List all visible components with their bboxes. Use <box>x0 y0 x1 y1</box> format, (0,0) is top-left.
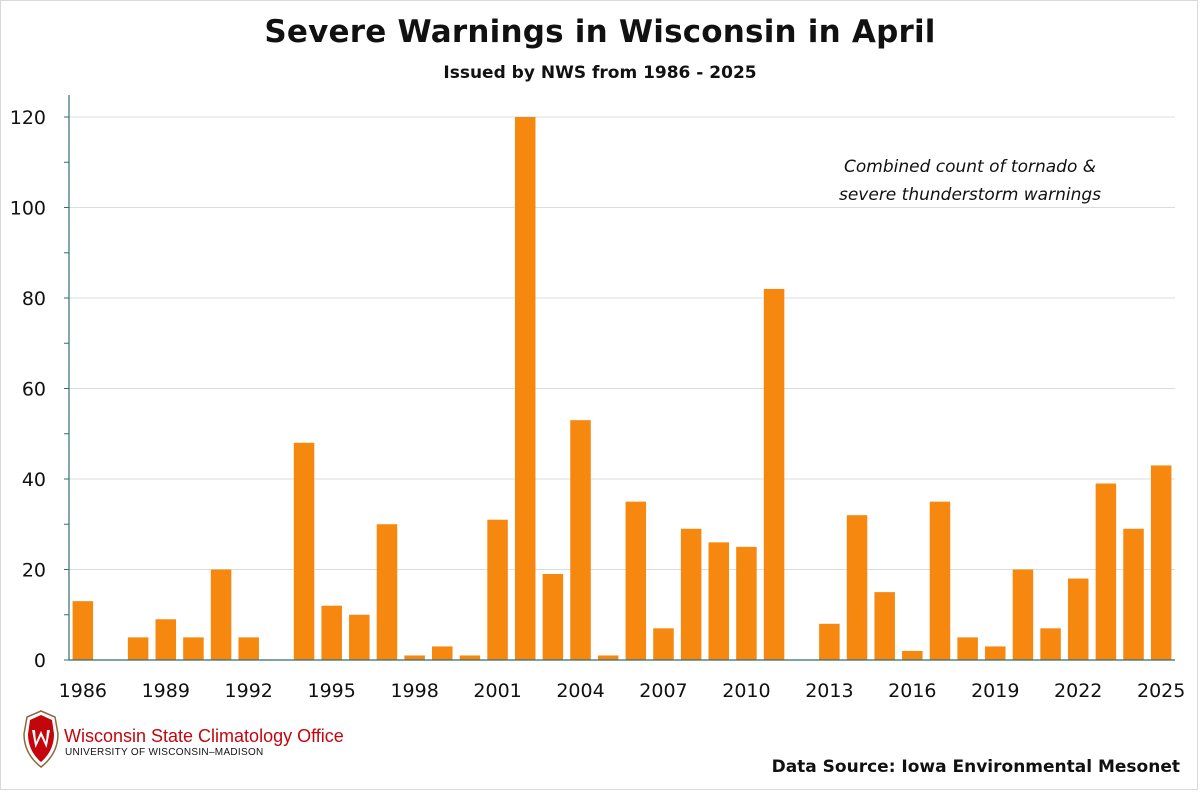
bar-2009 <box>708 542 730 660</box>
bar-2008 <box>680 528 702 660</box>
data-source: Data Source: Iowa Environmental Mesonet <box>771 757 1180 777</box>
bar-2014 <box>846 515 868 660</box>
y-tick-label: 80 <box>22 288 46 310</box>
chart-subtitle: Issued by NWS from 1986 - 2025 <box>443 63 757 83</box>
bar-2025 <box>1150 465 1172 660</box>
bar-2011 <box>763 288 785 660</box>
x-tick-label: 1998 <box>390 680 438 702</box>
bar-2017 <box>929 501 951 661</box>
bar-2023 <box>1095 483 1117 660</box>
chart-annotation: Combined count of tornado & severe thund… <box>800 153 1140 209</box>
bar-2001 <box>487 519 508 660</box>
bar-2006 <box>625 501 647 661</box>
bar-2007 <box>653 628 674 660</box>
bar-1998 <box>404 655 425 660</box>
bar-1990 <box>183 637 204 661</box>
x-tick-label: 1986 <box>59 680 107 702</box>
bar-2016 <box>902 650 923 660</box>
bar-1996 <box>349 614 370 660</box>
bar-1986 <box>72 601 94 660</box>
bar-2005 <box>597 655 619 660</box>
y-tick-label: 100 <box>10 198 46 220</box>
x-tick-label: 2013 <box>805 680 853 702</box>
bar-2015 <box>874 592 895 661</box>
y-tick-label: 20 <box>22 560 46 582</box>
y-tick-label: 40 <box>22 469 46 491</box>
bar-2004 <box>570 420 591 660</box>
bar-2002 <box>514 117 536 660</box>
x-tick-label: 2022 <box>1054 680 1102 702</box>
bar-2013 <box>819 623 840 660</box>
bar-2022 <box>1067 578 1089 660</box>
x-tick-label: 2004 <box>556 680 604 702</box>
bar-2010 <box>736 546 757 661</box>
x-tick-label: 2010 <box>722 680 770 702</box>
bar-1988 <box>127 637 149 661</box>
x-tick-label: 1989 <box>142 680 190 702</box>
x-tick-label: 2016 <box>888 680 936 702</box>
x-tick-label: 2007 <box>639 680 687 702</box>
annotation-line-1: Combined count of tornado & <box>843 157 1097 177</box>
bar-1997 <box>376 524 398 660</box>
x-tick-label: 2019 <box>971 680 1019 702</box>
bar-2003 <box>542 574 564 660</box>
org-name: Wisconsin State Climatology Office <box>64 726 344 746</box>
bar-2021 <box>1040 628 1061 660</box>
bar-1992 <box>238 637 259 661</box>
x-tick-label: 1995 <box>307 680 355 702</box>
chart-title: Severe Warnings in Wisconsin in April <box>264 14 936 50</box>
x-tick-label: 2025 <box>1137 680 1185 702</box>
bar-2019 <box>985 646 1006 660</box>
y-tick-label: 60 <box>22 379 46 401</box>
bar-2020 <box>1012 569 1034 660</box>
bar-1991 <box>210 569 232 660</box>
x-tick-label: 1992 <box>225 680 273 702</box>
bar-2018 <box>957 637 978 661</box>
bar-1999 <box>432 646 453 660</box>
bar-1994 <box>293 442 315 660</box>
bar-1989 <box>155 619 177 660</box>
bar-2000 <box>459 655 481 660</box>
crest-logo-icon <box>23 710 59 768</box>
annotation-line-2: severe thunderstorm warnings <box>838 185 1102 205</box>
y-tick-label: 0 <box>34 650 46 672</box>
x-tick-label: 2001 <box>473 680 521 702</box>
y-tick-label: 120 <box>10 107 46 129</box>
org-subtitle: UNIVERSITY OF WISCONSIN–MADISON <box>65 747 264 758</box>
bar-2024 <box>1123 528 1144 660</box>
bar-1995 <box>321 605 342 660</box>
